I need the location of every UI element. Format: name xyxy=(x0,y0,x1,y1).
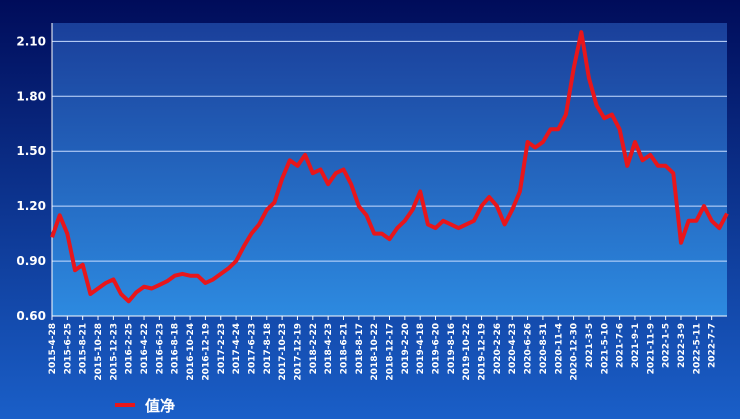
x-tick-label: 2017-2-23 xyxy=(217,323,227,374)
x-tick-label: 2018-10-22 xyxy=(370,323,380,381)
x-tick-label: 2021-11-9 xyxy=(646,323,656,374)
x-tick-label: 2015-8-21 xyxy=(79,323,89,374)
x-tick-label: 2022-1-5 xyxy=(662,323,672,368)
y-tick-label: 1.80 xyxy=(16,89,46,103)
x-tick-label: 2019-10-22 xyxy=(462,323,472,381)
x-tick-label: 2020-2-26 xyxy=(493,323,503,374)
x-tick-label: 2022-3-9 xyxy=(677,323,687,368)
x-tick-label: 2020-8-31 xyxy=(539,323,549,374)
x-tick-label: 2019-2-20 xyxy=(401,323,411,374)
y-tick-label: 0.60 xyxy=(16,309,46,323)
x-tick-label: 2020-12-30 xyxy=(570,323,580,381)
x-tick-label: 2015-10-28 xyxy=(94,323,104,381)
y-tick-label: 1.50 xyxy=(16,144,46,158)
x-tick-label: 2016-2-25 xyxy=(125,323,135,374)
x-tick-label: 2020-6-26 xyxy=(524,323,534,374)
x-tick-label: 2018-8-17 xyxy=(355,323,365,374)
x-tick-label: 2018-4-23 xyxy=(324,323,334,374)
x-tick-label: 2018-2-22 xyxy=(309,323,319,374)
y-tick-label: 1.20 xyxy=(16,199,46,213)
plot-area xyxy=(52,23,727,316)
x-tick-label: 2017-6-23 xyxy=(247,323,257,374)
x-tick-label: 2020-4-23 xyxy=(508,323,518,374)
x-tick-label: 2015-4-28 xyxy=(48,323,58,374)
nav-line xyxy=(50,30,729,304)
x-tick-label: 2019-12-19 xyxy=(478,323,488,381)
y-tick-label: 0.90 xyxy=(16,254,46,268)
x-tick-label: 2017-10-23 xyxy=(278,323,288,381)
x-tick-label: 2020-11-4 xyxy=(554,323,564,374)
x-tick-label: 2021-9-1 xyxy=(631,323,641,368)
x-tick-label: 2019-4-18 xyxy=(416,323,426,374)
x-tick-label: 2022-5-11 xyxy=(692,323,702,374)
x-tick-label: 2021-7-6 xyxy=(616,323,626,368)
y-tick-label: 2.10 xyxy=(16,34,46,48)
x-tick-label: 2019-8-16 xyxy=(447,323,457,374)
x-tick-label: 2017-12-19 xyxy=(293,323,303,381)
legend-label: 值净 xyxy=(145,397,175,415)
x-tick-label: 2019-6-20 xyxy=(432,323,442,374)
x-tick-label: 2015-12-23 xyxy=(109,323,119,381)
x-tick-label: 2018-6-21 xyxy=(339,323,349,374)
x-tick-label: 2016-4-22 xyxy=(140,323,150,374)
x-tick-label: 2021-3-5 xyxy=(585,323,595,368)
x-tick-label: 2016-6-23 xyxy=(155,323,165,374)
x-tick-label: 2016-8-18 xyxy=(171,323,181,374)
x-tick-label: 2017-4-24 xyxy=(232,323,242,374)
x-tick-label: 2021-5-10 xyxy=(600,323,610,374)
x-tick-label: 2022-7-7 xyxy=(708,323,718,368)
x-tick-label: 2017-8-18 xyxy=(263,323,273,374)
x-tick-label: 2015-6-25 xyxy=(63,323,73,374)
x-tick-label: 2016-12-19 xyxy=(201,323,211,381)
x-tick-label: 2016-10-24 xyxy=(186,323,196,381)
x-tick-label: 2018-12-17 xyxy=(386,323,396,381)
